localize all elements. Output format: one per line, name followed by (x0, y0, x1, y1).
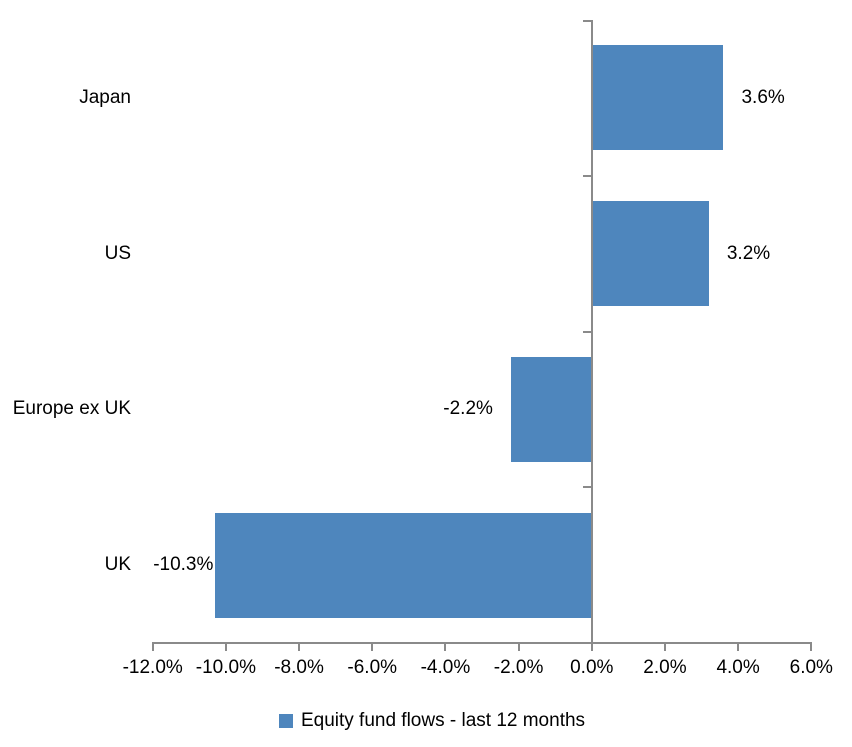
y-axis-line (590, 20, 593, 643)
x-tick (810, 643, 813, 651)
x-tick-label: 4.0% (716, 657, 760, 678)
x-tick (151, 643, 154, 651)
x-tick-label: -6.0% (347, 657, 398, 678)
x-tick (298, 643, 301, 651)
data-label: 3.6% (741, 86, 785, 108)
legend-swatch (278, 714, 293, 728)
x-tick (371, 643, 374, 651)
data-label: -10.3% (153, 554, 214, 576)
x-tick-label: -12.0% (122, 657, 183, 678)
bar (511, 356, 592, 462)
x-tick (517, 643, 520, 651)
x-tick-label: -10.0% (195, 657, 256, 678)
x-tick (737, 643, 740, 651)
bar (214, 512, 592, 618)
legend: Equity fund flows - last 12 months (6, 710, 852, 732)
x-axis-line (151, 642, 813, 644)
x-tick-label: 6.0% (789, 657, 833, 678)
data-label: 3.2% (726, 242, 771, 264)
x-tick (663, 643, 666, 651)
x-tick-label: 2.0% (643, 657, 687, 678)
y-tick (582, 174, 591, 177)
category-label: Japan (79, 86, 131, 108)
data-label: -2.2% (443, 398, 493, 420)
bar (591, 201, 709, 307)
y-tick (582, 486, 591, 489)
y-tick (582, 330, 591, 333)
legend-label: Equity fund flows - last 12 months (300, 710, 586, 731)
x-tick (444, 643, 447, 651)
x-tick (224, 643, 227, 651)
category-label: US (104, 242, 131, 264)
x-tick (590, 643, 593, 651)
y-tick (582, 20, 591, 22)
x-tick-label: -4.0% (420, 657, 471, 678)
category-label: Europe ex UK (12, 398, 131, 420)
x-tick-label: -8.0% (274, 657, 324, 678)
x-tick-label: 0.0% (570, 657, 614, 678)
bar (591, 45, 724, 151)
x-tick-label: -2.0% (493, 657, 544, 678)
category-label: UK (104, 554, 131, 576)
